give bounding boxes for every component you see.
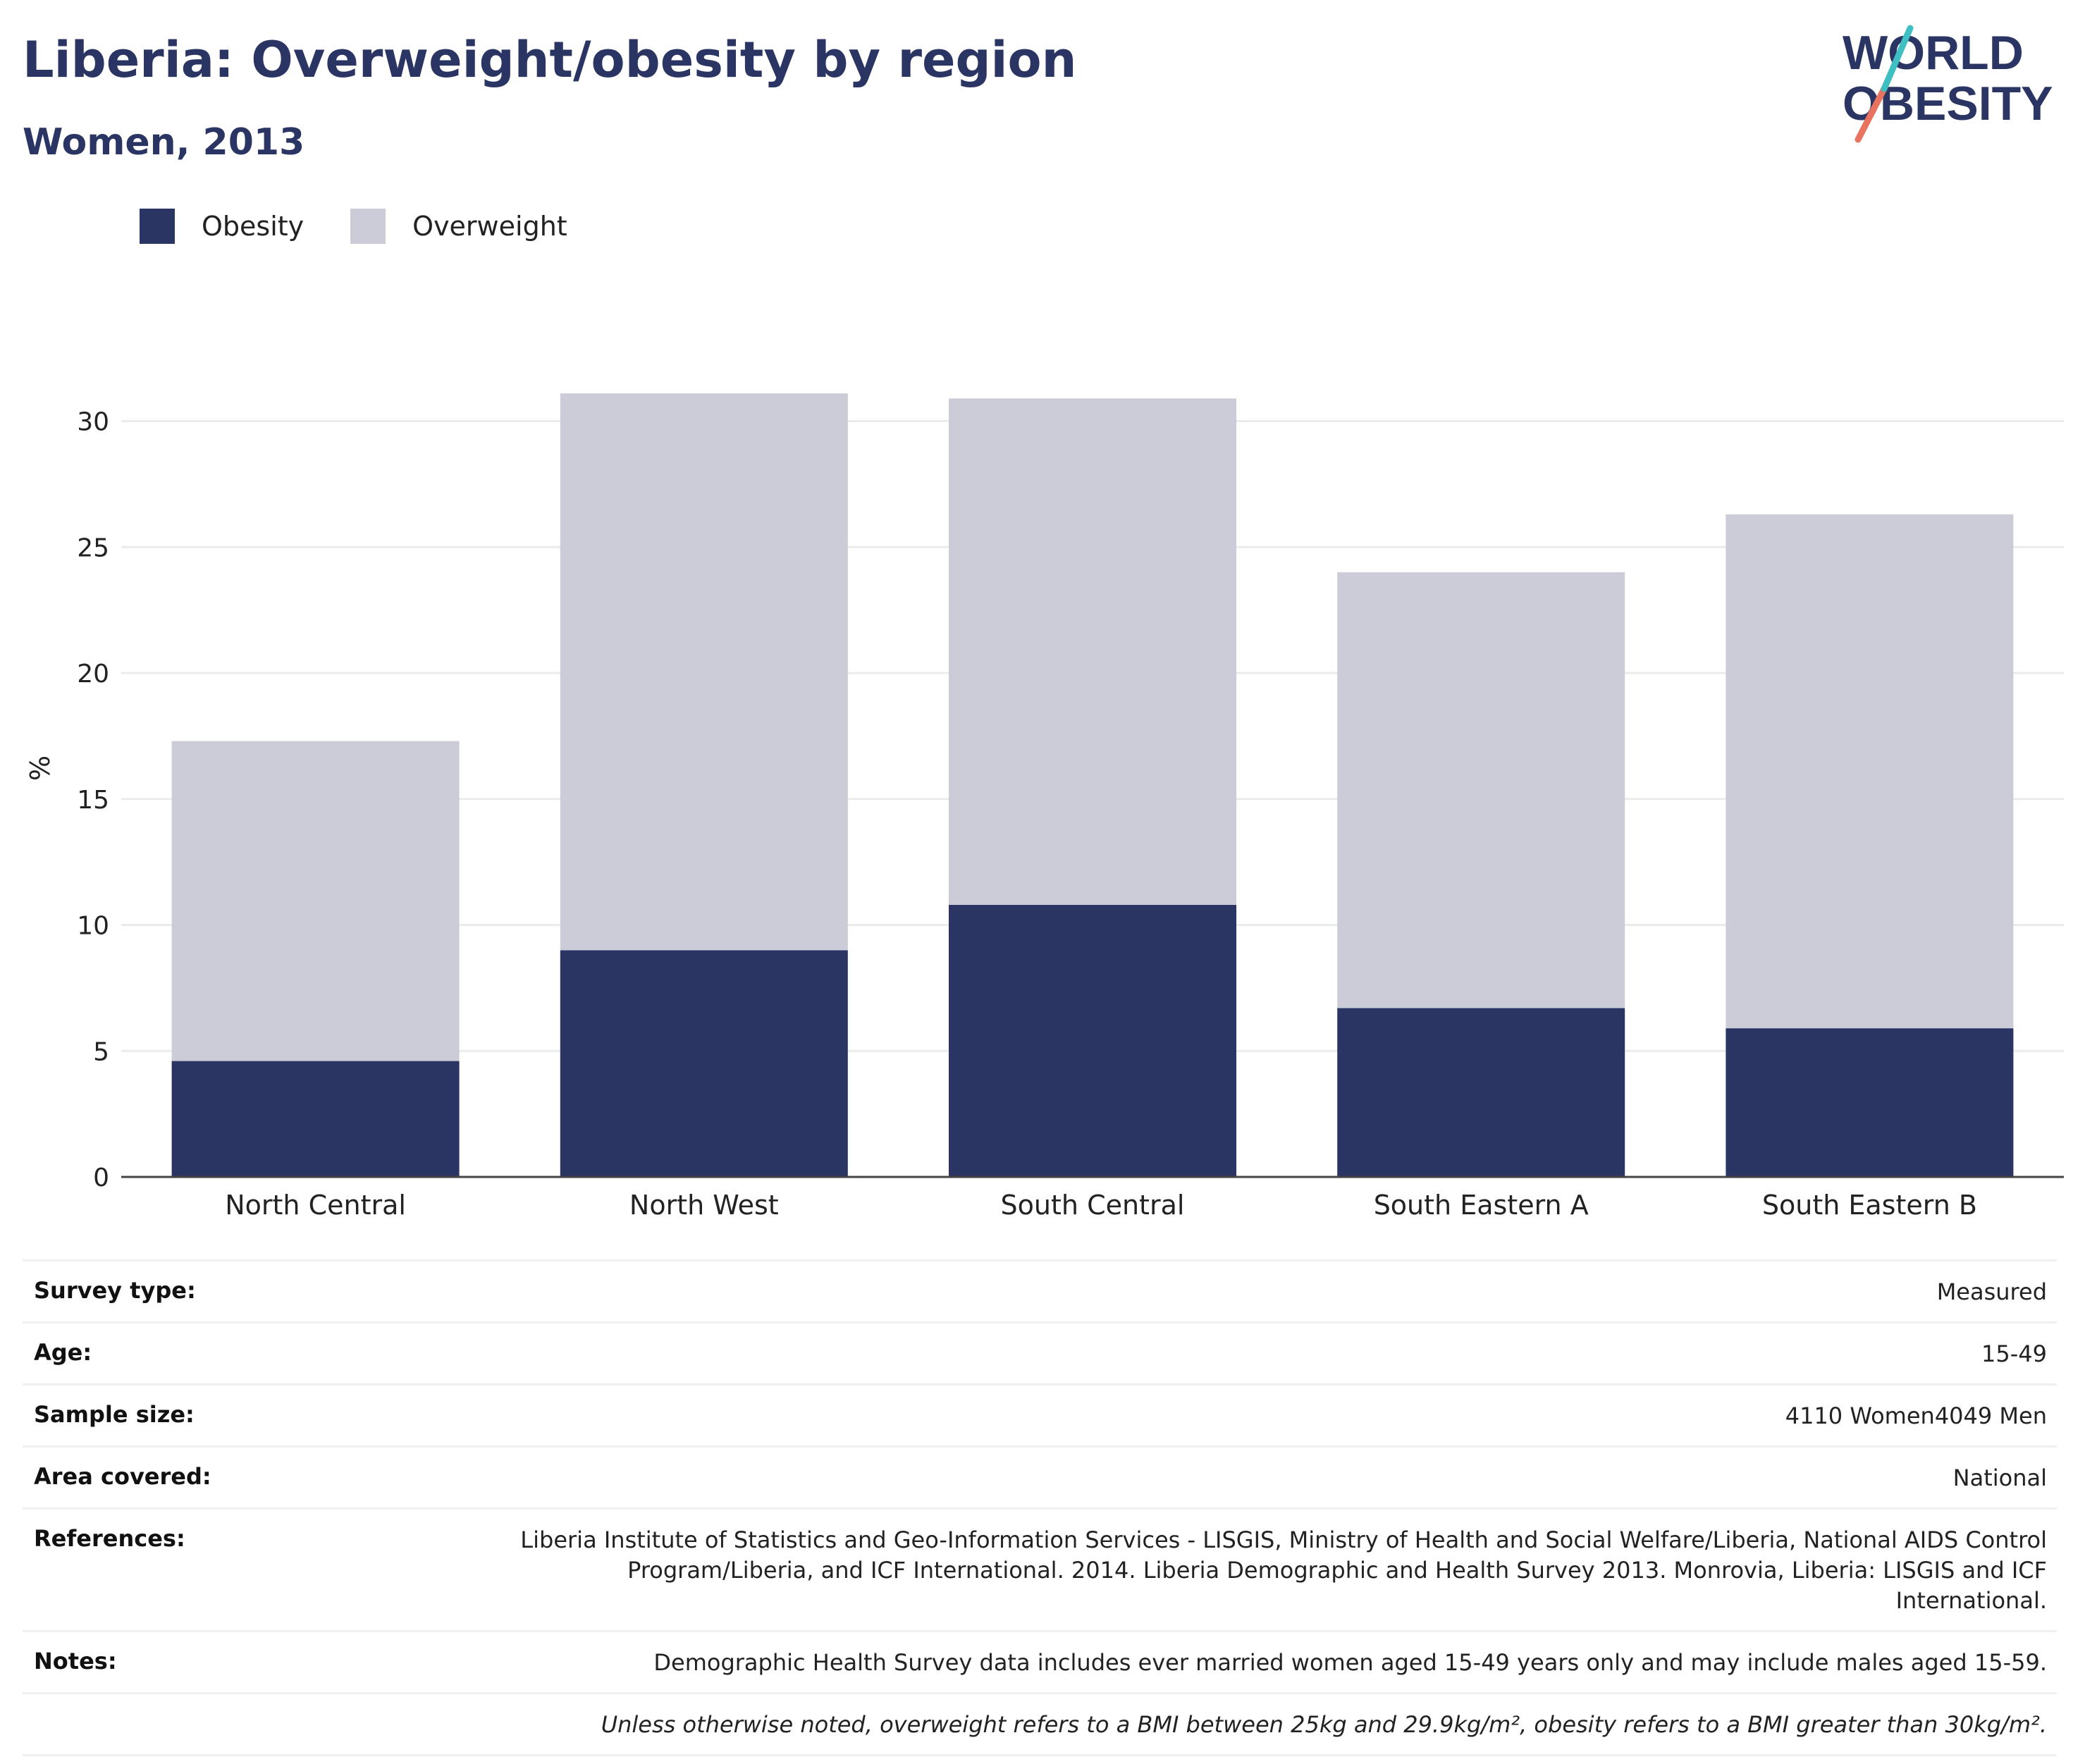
info-label: Age: bbox=[34, 1339, 92, 1366]
info-value: National bbox=[1952, 1464, 2047, 1491]
info-value: Liberia Institute of Statistics and Geo-… bbox=[520, 1526, 2047, 1614]
chart-title: Liberia: Overweight/obesity by region bbox=[23, 31, 1077, 89]
svg-text:WORLD: WORLD bbox=[1843, 26, 2024, 80]
info-footnote: Unless otherwise noted, overweight refer… bbox=[23, 1692, 2057, 1756]
info-value: 15-49 bbox=[1981, 1340, 2047, 1367]
info-value: Measured bbox=[1936, 1278, 2047, 1305]
y-tick-label: 10 bbox=[77, 912, 109, 941]
bar-obesity bbox=[1337, 1008, 1625, 1177]
info-row-notes: Notes: Demographic Health Survey data in… bbox=[23, 1630, 2057, 1692]
x-tick-label: North West bbox=[629, 1190, 779, 1221]
legend-swatch-obesity bbox=[140, 209, 175, 244]
bar-overweight bbox=[1726, 514, 2014, 1029]
y-tick-label: 20 bbox=[77, 660, 109, 689]
y-tick-label: 25 bbox=[77, 533, 109, 562]
y-axis-label: % bbox=[25, 755, 56, 781]
legend-item-overweight[interactable]: Overweight bbox=[350, 209, 567, 244]
info-value: Demographic Health Survey data includes … bbox=[653, 1649, 2047, 1676]
y-tick-label: 30 bbox=[77, 408, 109, 437]
legend-label-obesity: Obesity bbox=[202, 211, 305, 242]
legend-swatch-overweight bbox=[350, 209, 386, 244]
x-tick-label: South Central bbox=[1001, 1190, 1185, 1221]
bar-obesity bbox=[1726, 1028, 2014, 1177]
x-tick-label: South Eastern B bbox=[1762, 1190, 1977, 1221]
info-label: Sample size: bbox=[34, 1401, 195, 1428]
legend-label-overweight: Overweight bbox=[412, 211, 567, 242]
info-label: Survey type: bbox=[34, 1277, 196, 1304]
info-row-age: Age: 15-49 bbox=[23, 1321, 2057, 1383]
bar-overweight bbox=[1337, 572, 1625, 1009]
legend-item-obesity[interactable]: Obesity bbox=[140, 209, 304, 244]
x-tick-label: North Central bbox=[225, 1190, 406, 1221]
bar-obesity bbox=[949, 904, 1236, 1177]
y-tick-label: 5 bbox=[93, 1037, 109, 1066]
info-row-area-covered: Area covered: National bbox=[23, 1445, 2057, 1507]
bar-obesity bbox=[560, 950, 848, 1177]
info-label: References: bbox=[34, 1525, 185, 1552]
bar-obesity bbox=[171, 1061, 460, 1177]
info-row-survey-type: Survey type: Measured bbox=[23, 1259, 2057, 1321]
bar-overweight bbox=[171, 741, 460, 1061]
footnote-text: Unless otherwise noted, overweight refer… bbox=[601, 1711, 2047, 1738]
chart-subtitle: Women, 2013 bbox=[23, 121, 305, 164]
bar-chart: 0 5 10 15 20 25 30% North Central North West Sout… bbox=[25, 393, 2064, 1221]
chart-legend: Obesity Overweight bbox=[140, 209, 614, 244]
world-obesity-logo: WORLD OBESITY bbox=[1843, 25, 2053, 143]
info-row-sample-size: Sample size: 4110 Women4049 Men bbox=[23, 1383, 2057, 1445]
info-row-references: References: Liberia Institute of Statist… bbox=[23, 1507, 2057, 1630]
x-tick-label: South Eastern A bbox=[1374, 1190, 1589, 1221]
bar-overweight bbox=[949, 398, 1236, 905]
y-tick-label: 15 bbox=[77, 786, 109, 815]
info-label: Area covered: bbox=[34, 1463, 211, 1490]
y-tick-label: 0 bbox=[93, 1164, 109, 1192]
bar-overweight bbox=[560, 393, 848, 951]
info-value: 4110 Women4049 Men bbox=[1785, 1402, 2047, 1429]
survey-info-table: Survey type: Measured Age: 15-49 Sample … bbox=[23, 1259, 2057, 1756]
info-label: Notes: bbox=[34, 1648, 117, 1674]
